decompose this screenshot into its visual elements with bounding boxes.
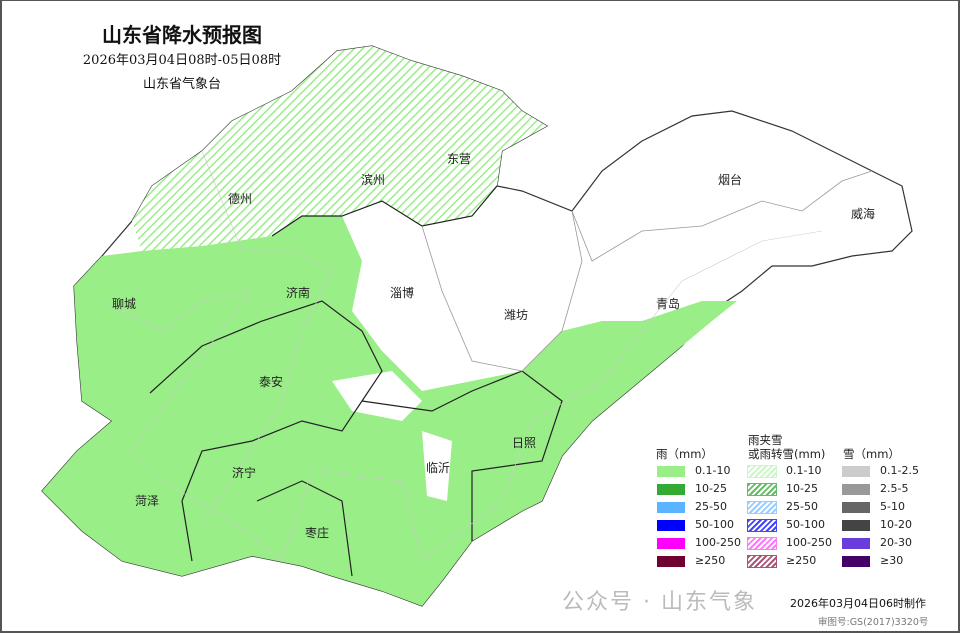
city-boundaries [421,210,583,372]
city-boundaries [256,480,353,577]
legend-mixed: 0.1-10 10-25 25-50 50-100 100-250 ≥250 [747,464,832,572]
mixed-precip-area [132,46,547,251]
city-label: 济宁 [232,466,257,480]
legend-label: 100-250 [786,536,832,549]
legend-item: 50-100 [747,518,832,536]
legend-item: 50-100 [657,518,741,536]
no-precip-patch [332,371,422,421]
legend-mixed-header-line1: 雨夹雪 [748,433,783,447]
legend-swatch [657,537,685,549]
production-time: 2026年03月04日06时制作 [790,597,926,610]
legend-label: 0.1-2.5 [880,464,919,477]
review-number: 审图号:GS(2017)3320号 [818,617,929,628]
legend-swatch [657,465,685,477]
city-boundaries [571,170,873,262]
legend-mixed-header-line2: 或雨转雪(mm) [748,447,826,461]
legend-label: 5-10 [880,500,905,513]
legend-label: 10-25 [786,482,818,495]
legend-item: ≥30 [842,554,919,572]
legend-swatch [747,536,777,550]
legend-label: 25-50 [786,500,818,513]
watermark: 公众号 · 山东气象 [562,590,757,615]
legend-item: 10-25 [657,482,741,500]
legend-label: 50-100 [695,518,734,531]
city-label: 聊城 [112,297,137,311]
legend-item: 20-30 [842,536,919,554]
city-label: 菏泽 [135,494,160,508]
legend-swatch [747,500,777,514]
issuing-agency: 山东省气象台 [142,77,221,92]
legend-item: 2.5-5 [842,482,919,500]
legend-swatch [747,464,777,478]
legend-swatch [747,482,777,496]
legend-snow-header: 雪（mm） [843,447,900,461]
legend-swatch [657,501,685,513]
city-label: 泰安 [259,375,284,389]
city-label: 临沂 [426,461,451,475]
legend-swatch [842,501,870,513]
legend-item: 5-10 [842,500,919,518]
legend-label: ≥30 [880,554,904,567]
legend-swatch [657,555,685,567]
legend-swatch [842,555,870,567]
city-label: 枣庄 [305,526,330,540]
city-boundaries [361,370,563,541]
legend-label: 10-25 [695,482,727,495]
city-label: 东营 [447,152,472,166]
legend-swatch [747,554,777,568]
legend-snow: 0.1-2.5 2.5-5 5-10 10-20 20-30 ≥30 [842,464,919,572]
legend-item: 0.1-10 [747,464,832,482]
legend-item: 10-20 [842,518,919,536]
legend-item: 100-250 [657,536,741,554]
legend-rain: 0.1-10 10-25 25-50 50-100 100-250 ≥250 [657,464,741,572]
legend-label: ≥250 [786,554,817,567]
legend-label: 10-20 [880,518,912,531]
legend-label: 25-50 [695,500,727,513]
legend-item: 25-50 [747,500,832,518]
city-label: 淄博 [390,286,415,300]
legend-rain-header: 雨（mm） [656,447,713,461]
county-boundaries [201,150,333,522]
legend-item: ≥250 [657,554,741,572]
map-title: 山东省降水预报图 [102,23,262,47]
legend-label: 100-250 [695,536,741,549]
legend-item: 25-50 [657,500,741,518]
legend-mixed-header: 雨夹雪 或雨转雪(mm) [748,433,825,461]
legend-label: 50-100 [786,518,825,531]
city-label: 烟台 [718,173,743,187]
legend-swatch [657,519,685,531]
legend-label: 0.1-10 [695,464,731,477]
forecast-period: 2026年03月04日08时-05日08时 [82,53,282,68]
legend-label: 0.1-10 [786,464,822,477]
city-label: 济南 [286,286,311,300]
city-label: 潍坊 [504,308,529,322]
legend-label: ≥250 [695,554,726,567]
legend-label: 20-30 [880,536,912,549]
city-label: 青岛 [656,297,681,311]
legend-item: ≥250 [747,554,832,572]
city-boundaries [271,185,498,237]
legend-item: 0.1-2.5 [842,464,919,482]
legend-label: 2.5-5 [880,482,909,495]
city-label: 威海 [851,207,876,221]
legend-swatch [842,519,870,531]
legend-swatch [842,465,870,477]
no-precip-patch [422,431,452,501]
legend-item: 0.1-10 [657,464,741,482]
legend-swatch [657,483,685,495]
legend-item: 10-25 [747,482,832,500]
legend-swatch [747,518,777,532]
legend-item: 100-250 [747,536,832,554]
legend-swatch [842,483,870,495]
county-boundaries [101,230,823,562]
city-label: 德州 [228,192,253,206]
city-label: 滨州 [361,173,386,187]
legend-swatch [842,537,870,549]
city-label: 日照 [512,436,537,450]
